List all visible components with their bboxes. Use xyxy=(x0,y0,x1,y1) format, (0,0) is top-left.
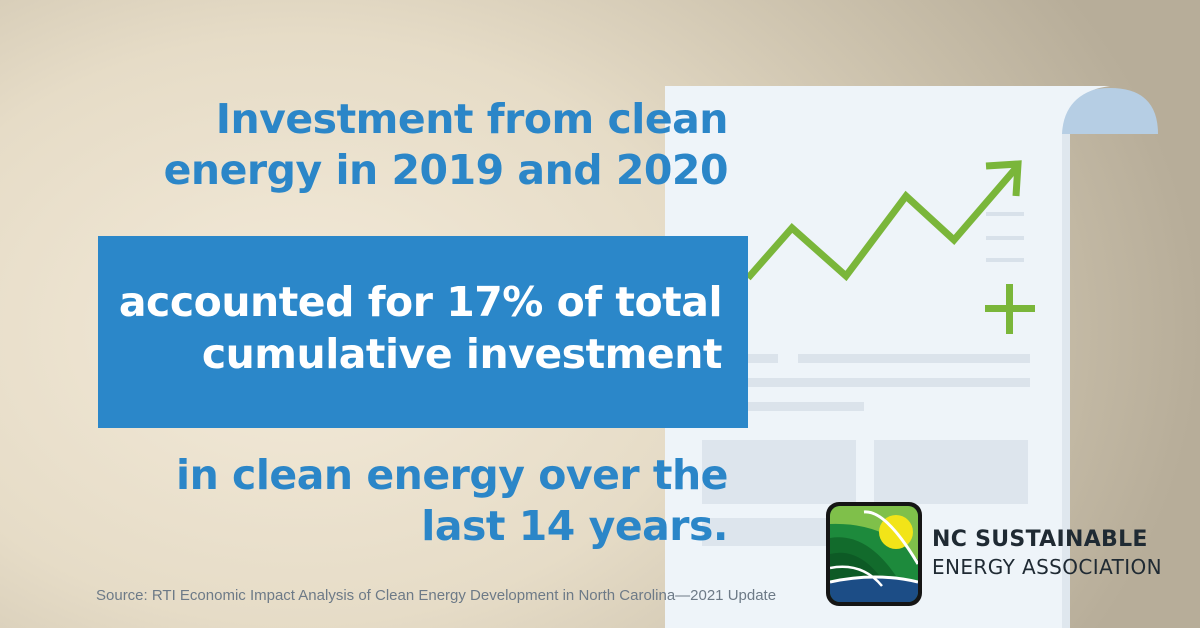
highlight-line-2: cumulative investment xyxy=(201,330,723,378)
highlight-box: accounted for 17% of total cumulative in… xyxy=(98,236,748,428)
highlight-line-1: accounted for 17% of total xyxy=(118,278,723,326)
ncsea-logo-icon xyxy=(826,502,922,606)
organization-name: NC SUSTAINABLE ENERGY ASSOCIATION xyxy=(932,526,1162,580)
highlight-text: accounted for 17% of total cumulative in… xyxy=(102,276,723,380)
source-citation: Source: RTI Economic Impact Analysis of … xyxy=(96,587,777,604)
closing-line-2: last 14 years. xyxy=(421,502,728,550)
closing-text: in clean energy over the last 14 years. xyxy=(88,450,728,552)
headline-line-1: Investment from clean xyxy=(215,95,729,143)
organization-line-1: NC SUSTAINABLE xyxy=(932,527,1148,552)
headline: Investment from clean energy in 2019 and… xyxy=(88,94,729,196)
headline-line-2: energy in 2019 and 2020 xyxy=(163,146,729,194)
organization-line-2: ENERGY ASSOCIATION xyxy=(932,555,1163,579)
closing-line-1: in clean energy over the xyxy=(176,451,728,499)
